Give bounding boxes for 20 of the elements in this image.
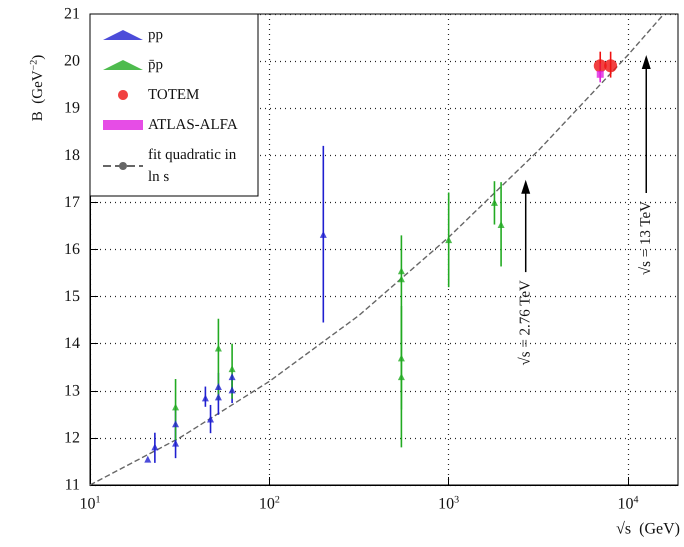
legend-label: ATLAS-ALFA	[148, 117, 238, 133]
y-tick-label: 12	[64, 429, 80, 446]
y-axis-title: B (GeV−2)	[28, 54, 46, 122]
annotation: √s = 13 TeV	[638, 200, 654, 276]
y-tick-label: 16	[64, 241, 80, 258]
y-tick-label: 20	[64, 52, 80, 70]
x-axis-title: √s (GeV)	[616, 520, 680, 538]
legend-label: pp	[148, 27, 163, 43]
y-tick-label: 15	[64, 288, 80, 306]
y-tick-label: 17	[64, 194, 80, 211]
y-tick-label: 11	[64, 476, 80, 494]
y-tick-label: 19	[64, 100, 80, 117]
y-tick-label: 18	[64, 146, 80, 164]
y-tick-label: 13	[64, 382, 80, 400]
legend-label: p̄p	[148, 57, 163, 73]
legend-label: fit quadratic in ln s	[148, 147, 240, 185]
legend-label: TOTEM	[148, 87, 200, 103]
y-tick-label: 14	[64, 335, 80, 352]
annotation: √s = 2.76 TeV	[518, 280, 534, 366]
y-tick-label: 21	[64, 6, 80, 22]
